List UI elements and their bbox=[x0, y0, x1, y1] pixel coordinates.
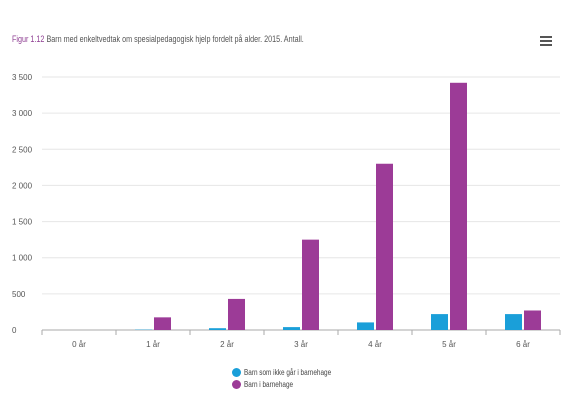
chart-title: Figur 1.12 Barn med enkeltvedtak om spes… bbox=[12, 34, 304, 44]
legend-label-series-2: Barn i barnehage bbox=[244, 380, 294, 389]
x-tick-label: 3 år bbox=[294, 340, 308, 349]
y-tick-label: 500 bbox=[12, 290, 26, 299]
legend-item-series-1[interactable]: Barn som ikke går i barnehage bbox=[232, 368, 353, 377]
legend-marker-series-1 bbox=[232, 368, 241, 377]
x-tick-label: 1 år bbox=[146, 340, 160, 349]
legend-label-series-1: Barn som ikke går i barnehage bbox=[244, 368, 332, 377]
x-tick-label: 2 år bbox=[220, 340, 234, 349]
legend-marker-series-2 bbox=[232, 380, 241, 389]
bar-series-1-5-år[interactable] bbox=[431, 314, 448, 330]
y-tick-label: 3 000 bbox=[12, 109, 33, 118]
bar-series-1-4-år[interactable] bbox=[357, 322, 374, 330]
x-tick-label: 4 år bbox=[368, 340, 382, 349]
chart-title-text: Barn med enkeltvedtak om spesialpedagogi… bbox=[46, 34, 304, 44]
figure-label: Figur 1.12 bbox=[12, 34, 45, 44]
bar-series-1-3-år[interactable] bbox=[283, 327, 300, 330]
hamburger-menu-icon[interactable] bbox=[540, 36, 552, 48]
x-tick-label: 5 år bbox=[442, 340, 456, 349]
bar-series-2-1-år[interactable] bbox=[154, 317, 171, 330]
y-tick-label: 0 bbox=[12, 326, 17, 335]
bar-series-1-2-år[interactable] bbox=[209, 328, 226, 330]
y-tick-label: 3 500 bbox=[12, 73, 33, 82]
x-tick-label: 0 år bbox=[72, 340, 86, 349]
bar-series-2-3-år[interactable] bbox=[302, 239, 319, 330]
legend-item-series-2[interactable]: Barn i barnehage bbox=[232, 380, 305, 389]
x-tick-label: 6 år bbox=[516, 340, 530, 349]
bar-series-1-6-år[interactable] bbox=[505, 314, 522, 330]
y-tick-label: 1 000 bbox=[12, 254, 33, 263]
bar-series-2-5-år[interactable] bbox=[450, 82, 467, 330]
bar-series-2-4-år[interactable] bbox=[376, 163, 393, 330]
y-tick-label: 2 500 bbox=[12, 145, 33, 154]
bar-series-2-2-år[interactable] bbox=[228, 298, 245, 330]
bar-series-2-6-år[interactable] bbox=[524, 310, 541, 330]
y-tick-label: 2 000 bbox=[12, 181, 33, 190]
y-tick-label: 1 500 bbox=[12, 218, 33, 227]
